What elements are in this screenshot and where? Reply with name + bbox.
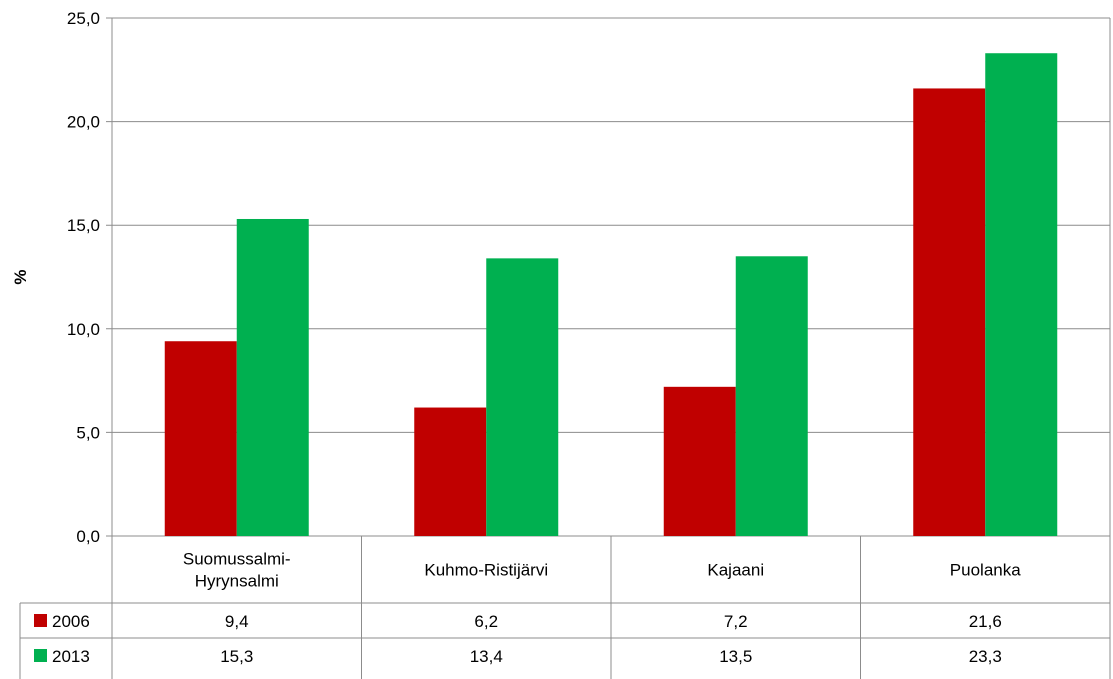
data-label: 13,5 <box>719 647 752 666</box>
legend-swatch-2013 <box>34 649 47 662</box>
category-label: Puolanka <box>950 561 1021 580</box>
bar-2013-3 <box>985 53 1058 536</box>
category-label: Kuhmo-Ristijärvi <box>424 561 548 580</box>
bar-2006-0 <box>164 341 237 536</box>
y-axis-label: % <box>11 269 30 284</box>
bar-2006-3 <box>913 88 986 536</box>
bar-2006-1 <box>414 407 487 536</box>
data-label: 15,3 <box>220 647 253 666</box>
data-label: 6,2 <box>474 612 498 631</box>
bars <box>164 53 1058 536</box>
data-table: Suomussalmi- Hyrynsalmi Kuhmo-Ristijärvi Ka… <box>19 536 1111 679</box>
data-label: 21,6 <box>969 612 1002 631</box>
bar-2013-0 <box>236 218 309 536</box>
data-label: 7,2 <box>724 612 748 631</box>
bar-2013-1 <box>486 258 559 536</box>
data-label: 9,4 <box>225 612 249 631</box>
y-axis-ticks: 0,0 5,0 10,0 15,0 20,0 25,0 <box>67 9 100 546</box>
category-label: Kajaani <box>707 561 764 580</box>
y-tick-label: 10,0 <box>67 320 100 339</box>
y-tick-label: 25,0 <box>67 9 100 28</box>
legend-swatch-2006 <box>34 614 47 627</box>
y-tick-label: 20,0 <box>67 113 100 132</box>
y-tick-label: 15,0 <box>67 216 100 235</box>
legend-label-2006: 2006 <box>52 612 90 631</box>
y-tick-label: 5,0 <box>76 423 100 442</box>
bar-2006-2 <box>663 386 736 536</box>
y-tick-label: 0,0 <box>76 527 100 546</box>
bar-2013-2 <box>735 256 808 536</box>
category-label: Hyrynsalmi <box>195 572 279 591</box>
category-label: Suomussalmi- <box>183 550 291 569</box>
data-label: 13,4 <box>470 647 503 666</box>
data-label: 23,3 <box>969 647 1002 666</box>
legend-label-2013: 2013 <box>52 647 90 666</box>
